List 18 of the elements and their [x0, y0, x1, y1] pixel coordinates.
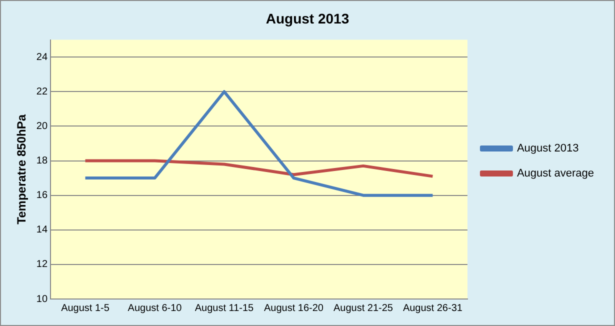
y-tick-label: 14 — [36, 224, 48, 236]
y-tick-label: 18 — [36, 156, 48, 167]
y-tick-label: 20 — [36, 120, 48, 132]
x-tick-label: August 21-25 — [333, 302, 394, 314]
x-tick-label: August 11-15 — [194, 302, 254, 314]
x-tick-label: August 6-10 — [128, 302, 182, 314]
y-axis-title: Temperatre 850hPa — [14, 114, 29, 224]
legend-label: August average — [516, 168, 594, 180]
legend-label: August 2013 — [516, 142, 579, 155]
x-tick-label: August 1-5 — [61, 302, 110, 314]
chart-title: August 2013 — [266, 10, 350, 26]
x-tick-label: August 26-31 — [402, 302, 463, 314]
x-tick-label: August 16-20 — [264, 302, 324, 314]
y-tick-label: 12 — [36, 259, 48, 270]
y-tick-label: 22 — [36, 86, 48, 98]
y-tick-label: 10 — [36, 294, 48, 305]
y-tick-label: 24 — [36, 52, 48, 63]
y-tick-label: 16 — [36, 190, 48, 202]
